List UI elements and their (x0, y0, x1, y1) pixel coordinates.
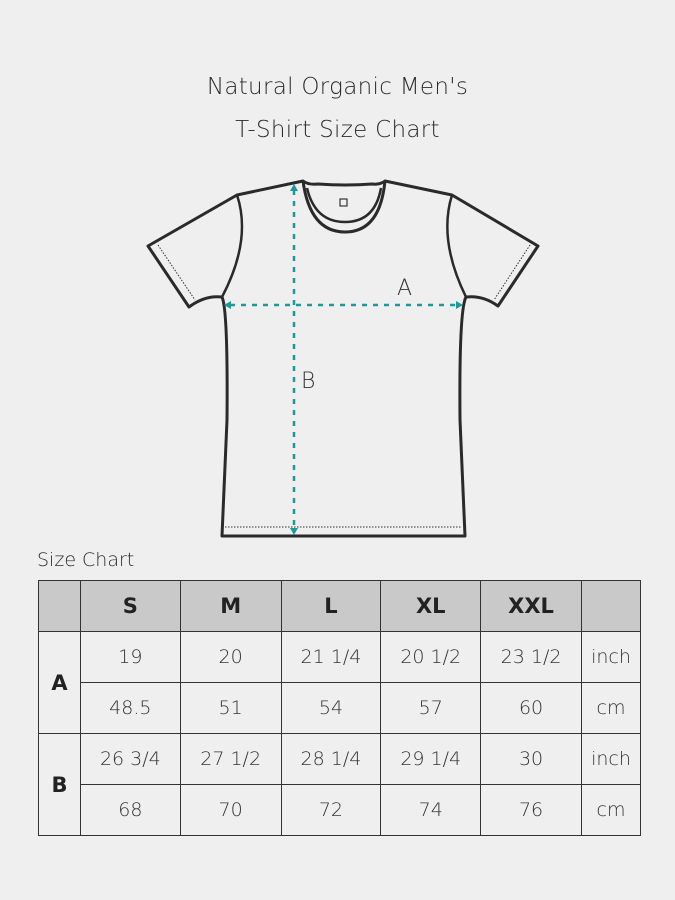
armhole-right (446, 194, 468, 298)
value-cell: 21 1/4 (280, 631, 382, 683)
table-row: 48.5 51 54 57 60 cm (39, 682, 642, 734)
table-row: A 19 20 21 1/4 20 1/2 23 1/2 inch (38, 631, 642, 734)
value-cell: 20 1/2 (380, 631, 482, 683)
header-empty (38, 580, 81, 632)
tag-icon (339, 198, 348, 207)
value-cell: 60 (480, 682, 582, 734)
header-size: M (179, 580, 282, 632)
header-unit-empty (580, 580, 642, 632)
value-cell: 57 (380, 682, 482, 734)
header-row: S M L XL XXL (38, 580, 642, 632)
header-size: S (79, 580, 181, 632)
value-cell: 76 (480, 784, 582, 836)
unit-cell: cm (580, 784, 642, 836)
header-size: XL (380, 580, 482, 632)
header-size: L (280, 580, 382, 632)
tshirt-diagram (146, 179, 540, 538)
measure-cell: B (38, 733, 81, 836)
value-cell: 74 (380, 784, 482, 836)
value-cell: 54 (280, 682, 382, 734)
header-size: XXL (480, 580, 582, 632)
value-cell: 48.5 (79, 682, 181, 734)
value-cell: 29 1/4 (380, 733, 482, 785)
title-line-1: Natural Organic Men's (206, 74, 469, 100)
arrow-left-icon (224, 301, 231, 309)
title-line-2: T-Shirt Size Chart (235, 117, 440, 143)
unit-cell: inch (580, 631, 642, 683)
size-table: S M L XL XXL A 19 20 21 1/4 20 1/2 23 1/… (38, 580, 642, 836)
value-cell: 19 (79, 631, 181, 683)
armhole-left (220, 194, 244, 298)
arrow-up-icon (290, 184, 298, 191)
unit-cell: inch (580, 733, 642, 785)
measure-label-a: A (397, 276, 413, 301)
shirt-outline (146, 179, 540, 538)
value-cell: 26 3/4 (79, 733, 181, 785)
value-cell: 23 1/2 (480, 631, 582, 683)
unit-cell: cm (580, 682, 642, 734)
table-row: B 26 3/4 27 1/2 28 1/4 29 1/4 30 inch (38, 733, 642, 836)
collar-inner (305, 187, 383, 224)
value-cell: 70 (179, 784, 282, 836)
value-cell: 51 (179, 682, 282, 734)
arrow-right-icon (456, 301, 463, 309)
table-row: 68 70 72 74 76 cm (39, 784, 642, 836)
value-cell: 30 (480, 733, 582, 785)
value-cell: 27 1/2 (179, 733, 282, 785)
table-caption: Size Chart (37, 549, 135, 571)
value-cell: 28 1/4 (280, 733, 382, 785)
collar-outer (301, 180, 387, 234)
arrow-down-icon (290, 528, 298, 535)
measure-label-b: B (301, 369, 316, 394)
value-cell: 68 (79, 784, 181, 836)
value-cell: 20 (179, 631, 282, 683)
measure-cell: A (38, 631, 81, 734)
value-cell: 72 (280, 784, 382, 836)
